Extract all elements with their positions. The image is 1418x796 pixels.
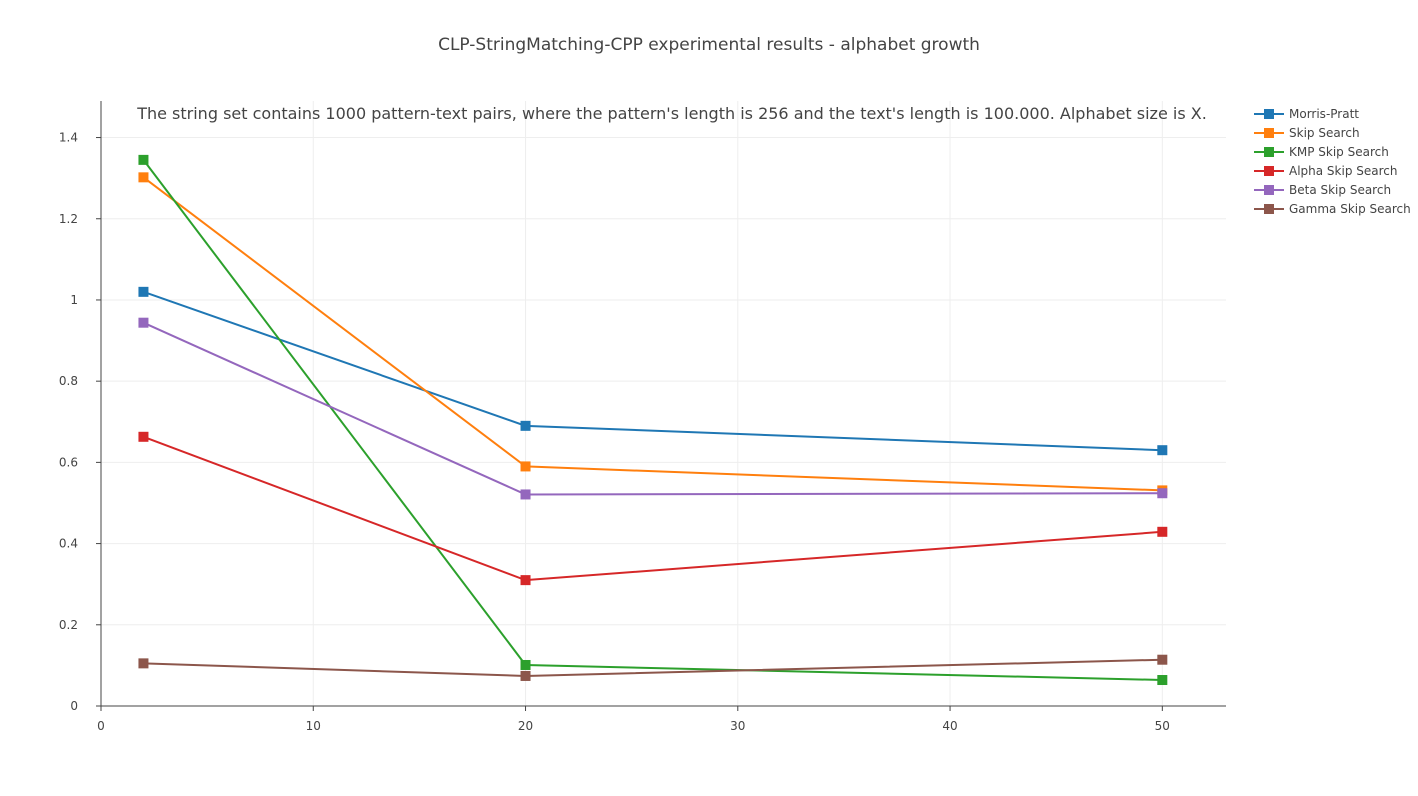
data-point[interactable] [1157,445,1168,456]
x-tick-label: 10 [306,719,321,733]
data-point[interactable] [520,489,531,500]
series-line [143,321,1163,496]
x-tick-label: 30 [730,719,745,733]
y-tick-label: 0.2 [59,618,78,632]
data-point[interactable] [520,420,531,431]
y-tick-label: 1.2 [59,212,78,226]
legend-swatch-marker [1264,128,1274,138]
legend-label: Alpha Skip Search [1289,164,1398,178]
x-tick-label: 0 [97,719,105,733]
data-point[interactable] [138,154,149,165]
data-point[interactable] [1157,654,1168,665]
data-point[interactable] [520,670,531,681]
legend-label: KMP Skip Search [1289,145,1389,159]
data-point[interactable] [520,659,531,670]
series-1 [138,172,1168,496]
series-layer [138,154,1168,686]
legend-label: Skip Search [1289,126,1360,140]
legend-swatch-marker [1264,109,1274,119]
legend-label: Gamma Skip Search [1289,202,1411,216]
legend-swatch-marker [1264,166,1274,176]
legend-item[interactable]: Beta Skip Search [1254,183,1391,197]
axes: 0 10 20 30 40 50 0 0.2 0.4 0.6 0.8 1 1.2 1.4 [59,101,1226,733]
y-tick-label: 0.6 [59,455,78,469]
chart-title: CLP-StringMatching-CPP experimental resu… [438,35,980,55]
series-line [142,159,1163,682]
series-line [143,290,1163,452]
data-point[interactable] [1157,488,1168,499]
legend-item[interactable]: Skip Search [1254,126,1360,140]
legend-swatch-marker [1264,147,1274,157]
legend-item[interactable]: Gamma Skip Search [1254,202,1411,216]
data-point[interactable] [1157,526,1168,537]
legend-swatch-marker [1264,204,1274,214]
data-point[interactable] [138,431,149,442]
data-point[interactable] [520,575,531,586]
data-point[interactable] [138,172,149,183]
y-tick-label: 1 [70,293,78,307]
data-point[interactable] [520,461,531,472]
legend-item[interactable]: KMP Skip Search [1254,145,1389,159]
data-point[interactable] [138,658,149,669]
y-tick-label: 0 [70,699,78,713]
data-point[interactable] [138,317,149,328]
y-tick-label: 1.4 [59,131,78,145]
legend: Morris-Pratt Skip Search KMP Skip Search Al… [1254,107,1411,216]
grid [101,101,1226,706]
series-0 [138,286,1168,456]
data-point[interactable] [138,286,149,297]
chart-annotation: The string set contains 1000 pattern-tex… [136,104,1207,123]
x-tick-label: 40 [942,719,957,733]
y-tick-label: 0.8 [59,374,78,388]
legend-item[interactable]: Morris-Pratt [1254,107,1359,121]
data-point[interactable] [1157,675,1168,686]
legend-swatch-marker [1264,185,1274,195]
series-2 [138,154,1168,686]
legend-label: Morris-Pratt [1289,107,1359,121]
y-tick-label: 0.4 [59,537,78,551]
series-3 [138,431,1168,586]
series-line [143,435,1163,582]
series-5 [138,654,1168,681]
x-tick-label: 20 [518,719,533,733]
series-4 [138,317,1168,500]
legend-item[interactable]: Alpha Skip Search [1254,164,1398,178]
legend-label: Beta Skip Search [1289,183,1391,197]
x-tick-label: 50 [1155,719,1170,733]
